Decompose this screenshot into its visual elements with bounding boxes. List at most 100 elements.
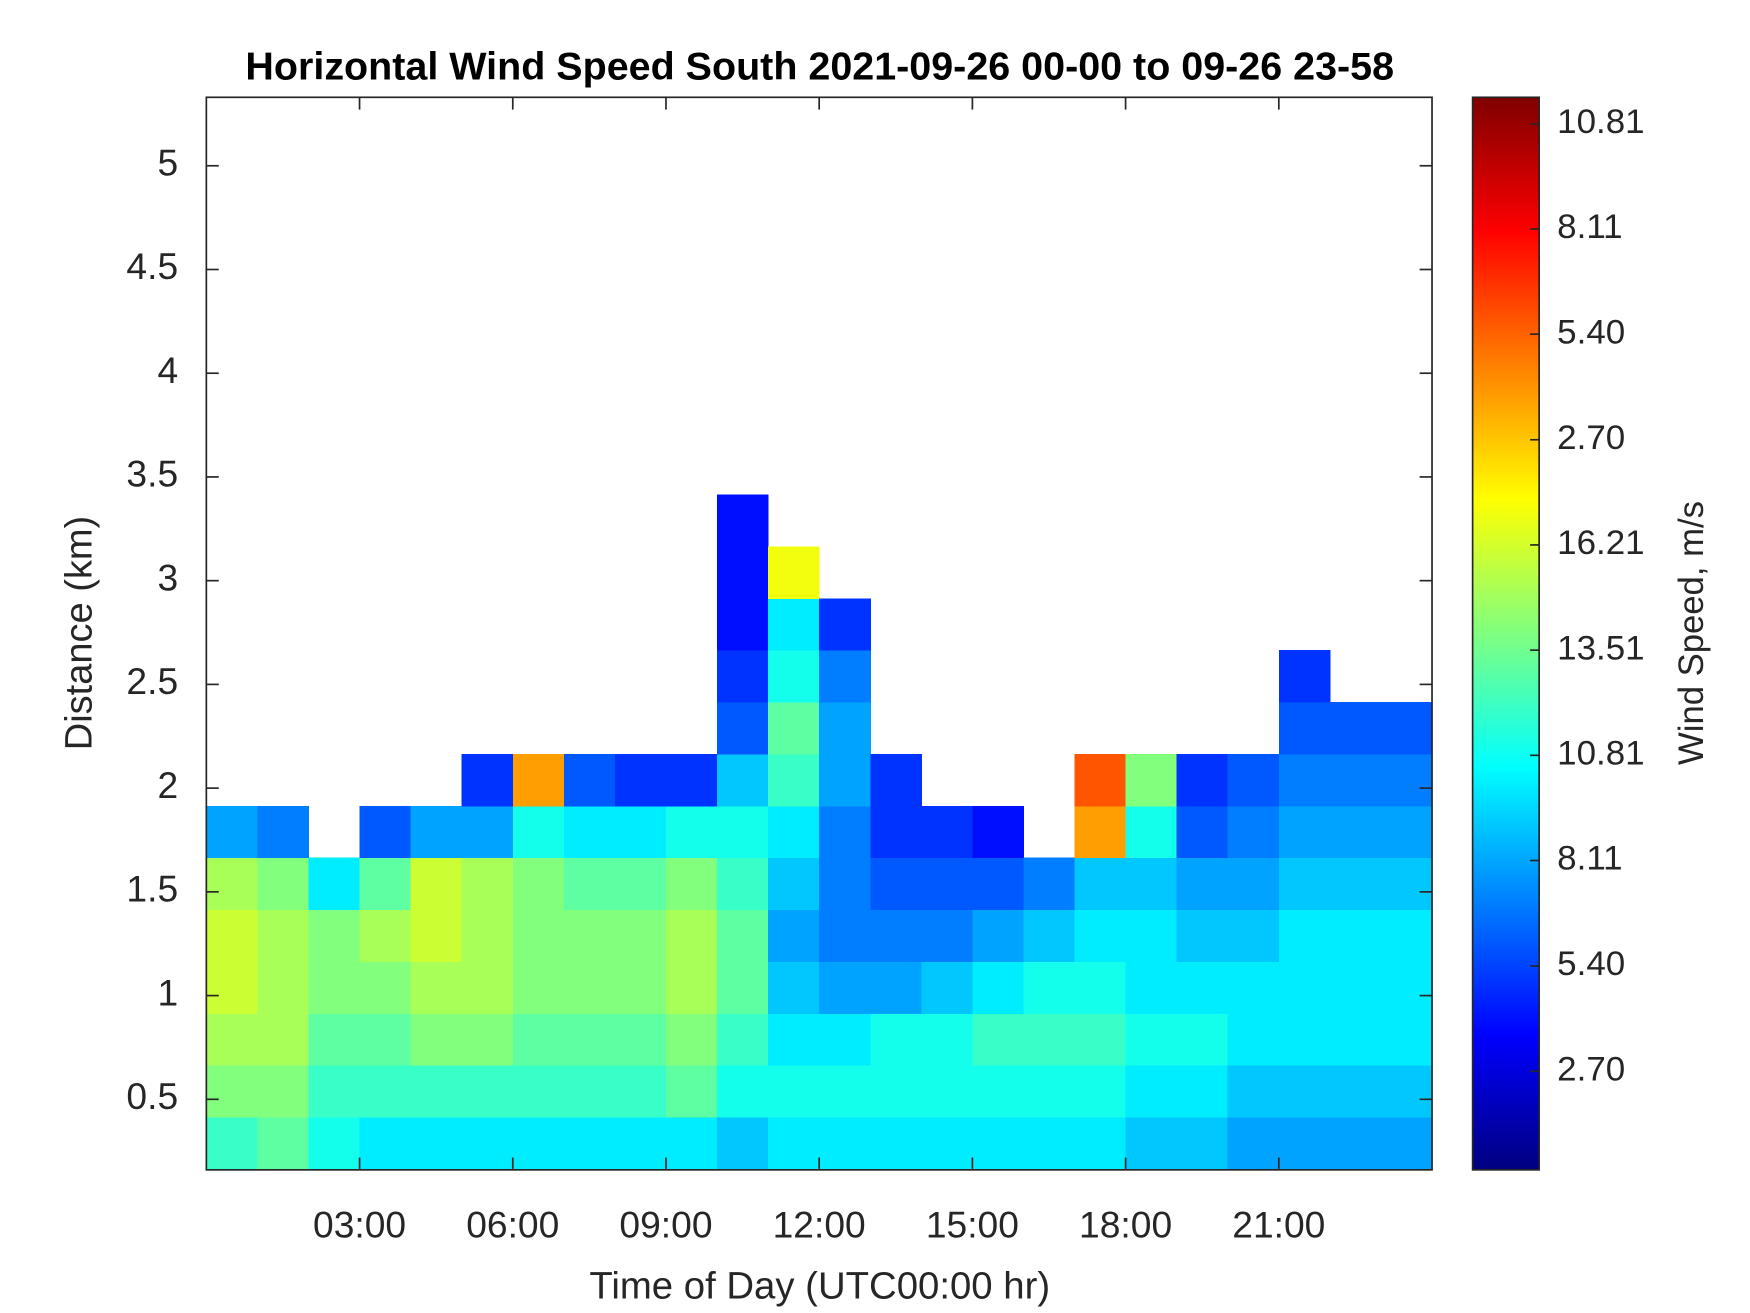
heatmap-cell [1227,1013,1280,1066]
heatmap-cell [1329,753,1382,807]
heatmap-cell [819,598,871,651]
heatmap-cell [1227,753,1280,807]
heatmap-cell [768,805,820,859]
y-tick-label: 1 [157,971,178,1013]
heatmap-cell [614,961,667,1014]
heatmap-cell [1125,1116,1178,1170]
heatmap-cell [410,909,463,962]
x-tick-label: 15:00 [926,1204,1019,1246]
heatmap-cell [1176,961,1229,1014]
heatmap-cell [972,1116,1025,1170]
heatmap-cell [1380,909,1433,962]
heatmap-cell [563,1065,616,1118]
heatmap-cell [665,857,718,911]
heatmap-cell [512,857,565,911]
heatmap-cell [1278,650,1331,703]
heatmap-cell [921,1116,973,1170]
heatmap-cell [717,1065,769,1118]
heatmap-cell [308,961,361,1014]
heatmap-cell [1380,1116,1433,1170]
heatmap-cell [921,1013,973,1066]
heatmap-cell [1125,1013,1178,1066]
heatmap-cell [308,1065,361,1118]
heatmap-cell [410,1065,463,1118]
y-tick-label: 4.5 [126,245,178,287]
heatmap-cell [768,909,820,962]
heatmap-cell [819,650,871,703]
y-tick-label: 2 [157,764,178,806]
colorbar-tick-label: 10.81 [1557,734,1644,773]
heatmap-cell [410,805,463,859]
heatmap-cell [1380,961,1433,1014]
heatmap-cell [1227,909,1280,962]
heatmap-cell [257,909,310,962]
heatmap-cell [614,1116,667,1170]
x-tick-label: 21:00 [1232,1204,1325,1246]
heatmap-cell [717,546,769,599]
heatmap-cell [717,598,769,651]
heatmap-cell [870,805,922,859]
heatmap-cell [768,1116,820,1170]
heatmap-cell [1074,909,1127,962]
heatmap-cell [359,805,412,859]
heatmap-cell [359,961,412,1014]
heatmap-cell [819,753,871,807]
heatmap-cell [257,961,310,1014]
heatmap-cell [512,909,565,962]
colorbar-tick-label: 10.81 [1557,102,1644,141]
heatmap-cell [1125,909,1178,962]
x-tick-label: 18:00 [1079,1204,1172,1246]
colorbar-label: Wind Speed, m/s [1672,501,1711,765]
heatmap-cell [512,805,565,859]
heatmap-cell [665,1013,718,1066]
heatmap-cell [614,805,667,859]
heatmap-cell [1023,1116,1076,1170]
heatmap-cell [1227,961,1280,1014]
heatmap-cell [1329,909,1382,962]
heatmap-cell [1023,909,1076,962]
heatmap-cell [972,909,1025,962]
heatmap-cell [206,857,258,911]
heatmap-cell [1278,961,1331,1014]
heatmap-cell [921,805,973,859]
heatmap-cell [1380,1065,1433,1118]
heatmap-cell [921,961,973,1014]
heatmap-cell [206,1065,258,1118]
heatmap-cell [512,1013,565,1066]
heatmap-cell [768,702,820,755]
heatmap-cell [1278,857,1331,911]
heatmap-cell [563,1013,616,1066]
heatmap-cell [665,805,718,859]
heatmap-cell [665,1116,718,1170]
heatmap-cell [1278,805,1331,859]
heatmap-cell [257,805,310,859]
heatmap-cell [819,1013,871,1066]
heatmap-cell [819,702,871,755]
heatmap-cell [461,857,514,911]
heatmap-cell [308,909,361,962]
heatmap-cell [1074,1116,1127,1170]
heatmap-cell [1074,805,1127,859]
heatmap-cell [819,1116,871,1170]
heatmap-cell [768,598,820,651]
heatmap-cell [717,753,769,807]
heatmap-cell [461,1116,514,1170]
heatmap-cell [206,1013,258,1066]
heatmap-cell [563,1116,616,1170]
y-tick-label: 4 [157,349,178,391]
heatmap-cell [717,650,769,703]
heatmap-cell [921,1065,973,1118]
heatmap-cell [257,1013,310,1066]
heatmap-cell [461,805,514,859]
heatmap-cell [1074,1013,1127,1066]
heatmap-cell [512,753,565,807]
heatmap-cell [614,909,667,962]
y-tick-label: 3 [157,557,178,599]
heatmap-cell [461,753,514,807]
heatmap-cell [1227,857,1280,911]
heatmap-cell [1329,1013,1382,1066]
heatmap-cell [768,650,820,703]
heatmap-cell [563,805,616,859]
heatmap-cell [717,909,769,962]
heatmap-cell [206,909,258,962]
